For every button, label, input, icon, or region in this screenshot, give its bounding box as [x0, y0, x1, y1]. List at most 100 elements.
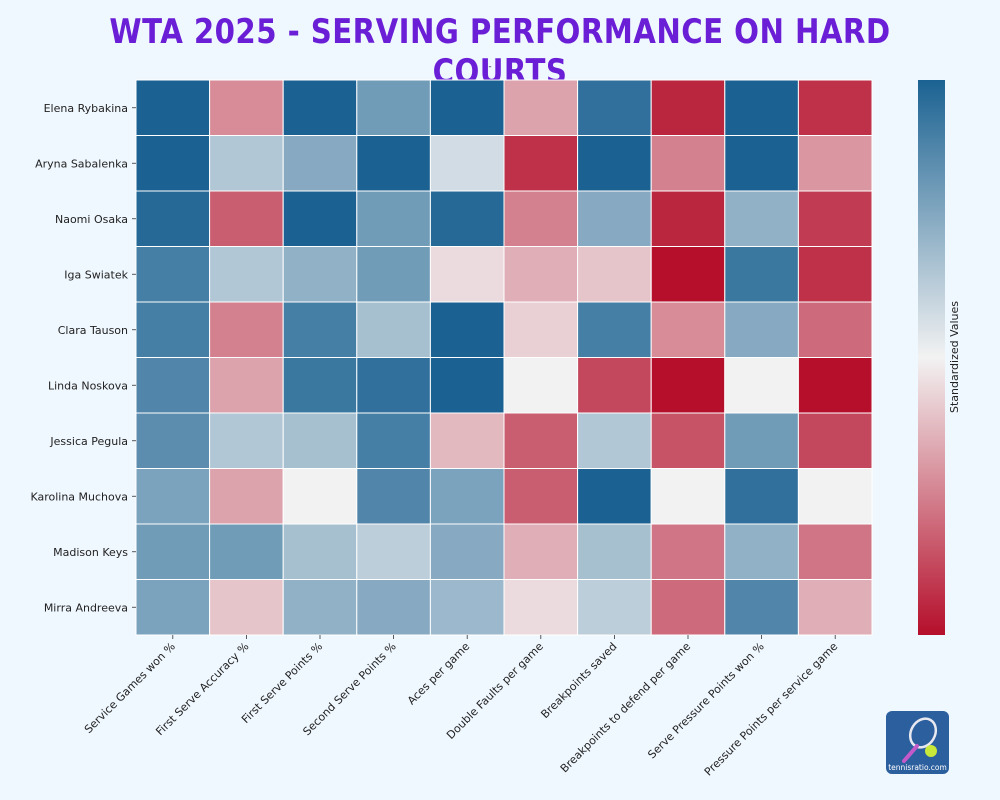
heatmap-cell	[282, 357, 358, 414]
row-label: Madison Keys	[53, 546, 128, 559]
heatmap-cell	[135, 523, 211, 580]
racket-ball-icon	[902, 717, 938, 763]
heatmap-cell	[429, 190, 505, 247]
page-title: WTA 2025 - SERVING PERFORMANCE ON HARD C…	[109, 12, 891, 92]
heatmap-cell	[282, 523, 358, 580]
heatmap-cell	[650, 412, 726, 469]
heatmap-cell	[135, 190, 211, 247]
heatmap-cell	[356, 579, 431, 636]
heatmap-cell	[135, 579, 211, 636]
heatmap-cell	[282, 412, 358, 469]
heatmap-cell	[356, 79, 431, 136]
heatmap-cell	[209, 468, 284, 525]
heatmap-cell	[650, 357, 726, 414]
row-label: Elena Rybakina	[44, 102, 128, 115]
heatmap-cell	[135, 79, 211, 136]
heatmap-cell	[429, 246, 505, 303]
row-label: Karolina Muchova	[30, 490, 128, 503]
heatmap-cell	[282, 79, 358, 136]
heatmap-cell	[209, 79, 284, 136]
column-label: Breakpoints to defend per game	[558, 640, 693, 775]
heatmap-cell	[209, 357, 284, 414]
heatmap-cell	[356, 135, 431, 192]
heatmap-cell	[356, 523, 431, 580]
row-label: Mirra Andreeva	[44, 601, 128, 614]
heatmap-cell	[356, 301, 431, 358]
heatmap-cell	[724, 301, 799, 358]
heatmap-cell	[503, 79, 579, 136]
heatmap-cell	[650, 246, 726, 303]
column-label: Serve Pressure Points won %	[645, 640, 766, 761]
heatmap-cell	[209, 190, 284, 247]
heatmap-cell	[577, 523, 652, 580]
heatmap-cell	[577, 301, 652, 358]
heatmap-cell	[724, 135, 799, 192]
heatmap-cell	[135, 246, 211, 303]
heatmap-cell	[503, 412, 579, 469]
heatmap-cell	[503, 190, 579, 247]
heatmap-cell	[797, 135, 873, 192]
heatmap-cell	[797, 79, 873, 136]
heatmap-cell	[209, 412, 284, 469]
heatmap-cell	[797, 523, 873, 580]
heatmap-cell	[429, 468, 505, 525]
heatmap-cell	[503, 357, 579, 414]
heatmap-cell	[724, 357, 799, 414]
heatmap-cell	[577, 79, 652, 136]
column-label: First Serve Points %	[239, 640, 325, 726]
heatmap-cell	[135, 412, 211, 469]
heatmap-cell	[577, 412, 652, 469]
heatmap-cell	[282, 468, 358, 525]
heatmap-cell	[209, 301, 284, 358]
heatmap-cell	[577, 357, 652, 414]
heatmap-cell	[797, 357, 873, 414]
heatmap-cell	[650, 579, 726, 636]
heatmap-cell	[429, 523, 505, 580]
heatmap-cell	[724, 412, 799, 469]
heatmap-cell	[797, 468, 873, 525]
heatmap-cell	[135, 135, 211, 192]
heatmap-cell	[724, 190, 799, 247]
heatmap-cell	[797, 190, 873, 247]
heatmap-cell	[282, 135, 358, 192]
heatmap-cell	[503, 523, 579, 580]
column-label: Aces per game	[405, 640, 473, 708]
heatmap-cell	[577, 135, 652, 192]
heatmap-cell	[429, 412, 505, 469]
row-label: Iga Swiatek	[64, 268, 128, 281]
heatmap-cell	[209, 246, 284, 303]
heatmap-cell	[650, 523, 726, 580]
heatmap-cell	[429, 79, 505, 136]
colorbar-label: Standardized Values	[948, 301, 961, 413]
heatmap-cell	[724, 79, 799, 136]
heatmap-cell	[724, 523, 799, 580]
heatmap-cell	[650, 301, 726, 358]
heatmap-cell	[577, 468, 652, 525]
heatmap-cell	[282, 246, 358, 303]
heatmap-cell	[429, 135, 505, 192]
heatmap-cell	[724, 468, 799, 525]
row-label: Naomi Osaka	[55, 213, 128, 226]
heatmap-cell	[209, 135, 284, 192]
heatmap-cell	[356, 412, 431, 469]
heatmap-cell	[356, 468, 431, 525]
chart-subtitle: -	[488, 62, 492, 72]
row-labels: Elena Rybakina Aryna Sabalenka Naomi Osaka…	[30, 102, 136, 614]
column-labels: Service Games won %First Serve Accuracy …	[82, 635, 840, 778]
heatmap-cell	[797, 301, 873, 358]
heatmap-cell	[650, 79, 726, 136]
heatmap-cell	[356, 190, 431, 247]
column-label: Breakpoints saved	[538, 640, 619, 721]
heatmap-cell	[650, 135, 726, 192]
heatmap-cell	[503, 468, 579, 525]
row-label: Linda Noskova	[48, 379, 128, 392]
heatmap-cell	[135, 357, 211, 414]
heatmap-cell	[503, 135, 579, 192]
heatmap-cell	[797, 579, 873, 636]
heatmap-cell	[429, 357, 505, 414]
colorbar	[918, 80, 945, 635]
heatmap-cell	[282, 301, 358, 358]
heatmap-cell	[797, 246, 873, 303]
heatmap-cell	[356, 246, 431, 303]
heatmap-cell	[429, 579, 505, 636]
